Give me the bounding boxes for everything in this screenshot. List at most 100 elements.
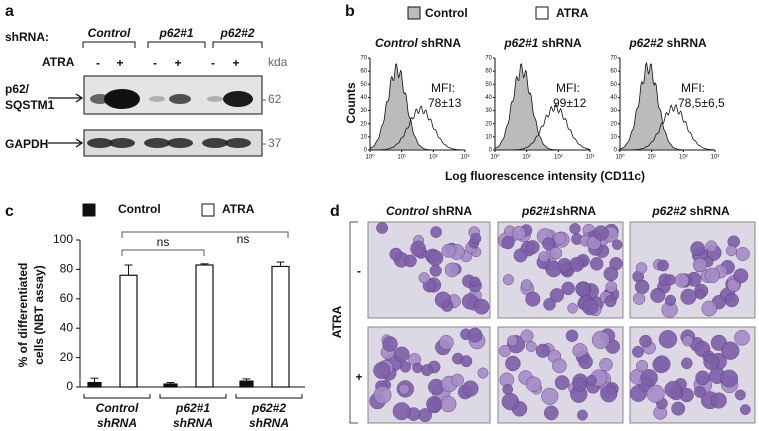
histogram-atra: [620, 103, 716, 151]
group-label: Control: [88, 26, 131, 40]
y-label: cells (NBT assay): [32, 265, 46, 364]
cell: [733, 268, 749, 284]
cell: [692, 257, 708, 273]
y-tick-label: 60: [610, 69, 617, 75]
x-tick-label: 10³: [586, 155, 595, 161]
cell: [389, 247, 403, 261]
histogram-atra: [495, 103, 591, 151]
cell: [462, 380, 479, 397]
cell: [418, 272, 430, 284]
micrograph: [629, 221, 756, 319]
histogram-atra: [370, 105, 466, 151]
annotation: ns: [157, 235, 170, 249]
cell: [542, 237, 556, 251]
y-tick-label: 10: [610, 134, 617, 140]
y-tick-label: 100: [53, 232, 73, 246]
cell: [632, 292, 646, 305]
cell: [734, 329, 750, 346]
x-tick-label: 10¹: [397, 155, 406, 161]
cell: [640, 369, 658, 387]
mfi-label: MFI:: [681, 81, 705, 95]
cell: [725, 245, 737, 257]
x-tick-label: 10⁰: [365, 154, 375, 161]
cell: [674, 273, 690, 288]
cell: [439, 395, 457, 413]
bracket: [235, 394, 303, 399]
y-tick-label: 0: [489, 148, 493, 154]
panel-label: a: [5, 3, 14, 20]
histogram-control: [369, 63, 465, 151]
micrograph: [629, 326, 756, 424]
cell: [376, 221, 389, 234]
mfi-value: 78,5±6,5: [678, 96, 725, 110]
cell: [565, 329, 579, 343]
cell: [735, 247, 750, 261]
y-tick-label: 20: [360, 121, 367, 127]
x-tick-label: p62#2: [251, 401, 286, 415]
cell: [470, 232, 482, 245]
band: [104, 89, 140, 109]
cell: [703, 353, 720, 371]
cell: [412, 362, 423, 374]
row-label: p62/: [5, 82, 30, 96]
histogram-control: [494, 63, 590, 151]
cell: [681, 357, 693, 370]
arrow: [48, 93, 84, 103]
y-tick-label: 60: [360, 69, 367, 75]
cell: [404, 254, 417, 268]
x-tick-label: 10²: [679, 155, 688, 161]
y-tick-label: 10: [360, 134, 367, 140]
y-tick-label: 30: [360, 108, 367, 114]
cell: [591, 330, 610, 349]
y-tick-label: 10: [485, 134, 492, 140]
cell: [525, 240, 540, 255]
panel-label: c: [5, 203, 14, 220]
cell: [502, 384, 514, 395]
x-tick-label: 10¹: [647, 155, 656, 161]
cell: [635, 262, 648, 274]
x-tick-label: 10⁰: [615, 154, 625, 161]
col-header: p62#1shRNA: [521, 204, 596, 218]
cell: [569, 223, 581, 235]
micrograph: [367, 221, 491, 319]
bracket: [83, 394, 151, 399]
x-label: Log fluorescence intensity (CD11c): [445, 169, 645, 183]
lane-label: +: [232, 56, 239, 70]
cell: [629, 385, 647, 402]
y-tick-label: 40: [610, 95, 617, 101]
cell: [398, 383, 410, 395]
cell: [441, 243, 456, 258]
cell: [426, 396, 443, 413]
y-tick-label: 40: [485, 95, 492, 101]
x-tick-label: p62#1: [175, 401, 210, 415]
y-tick-label: 80: [60, 262, 74, 276]
band: [225, 138, 251, 148]
bracket: [349, 221, 358, 424]
x-tick-label: 10⁰: [490, 154, 500, 161]
cell: [429, 264, 442, 277]
y-tick-label: 30: [485, 108, 492, 114]
cell: [599, 357, 613, 372]
y-label: % of differentiated: [16, 263, 30, 368]
band: [202, 138, 228, 148]
cell: [549, 288, 565, 303]
size-label: 62: [268, 92, 282, 106]
mfi-value: 99±12: [553, 96, 587, 110]
cell: [549, 246, 563, 260]
sig-bracket: [121, 231, 289, 238]
cell: [513, 248, 528, 263]
micrograph: [497, 221, 624, 319]
cell: [724, 292, 739, 308]
cell: [721, 341, 740, 360]
plot-title: p62#2 shRNA: [628, 36, 707, 50]
band: [167, 138, 193, 148]
y-tick-label: 50: [485, 82, 492, 88]
cell: [639, 334, 652, 348]
sig-bracket: [121, 249, 205, 256]
legend-swatch: [201, 203, 215, 217]
cell: [430, 226, 442, 238]
bar: [195, 264, 214, 388]
band: [223, 91, 253, 107]
bracket: [147, 41, 206, 48]
y-tick-label: 0: [364, 148, 368, 154]
